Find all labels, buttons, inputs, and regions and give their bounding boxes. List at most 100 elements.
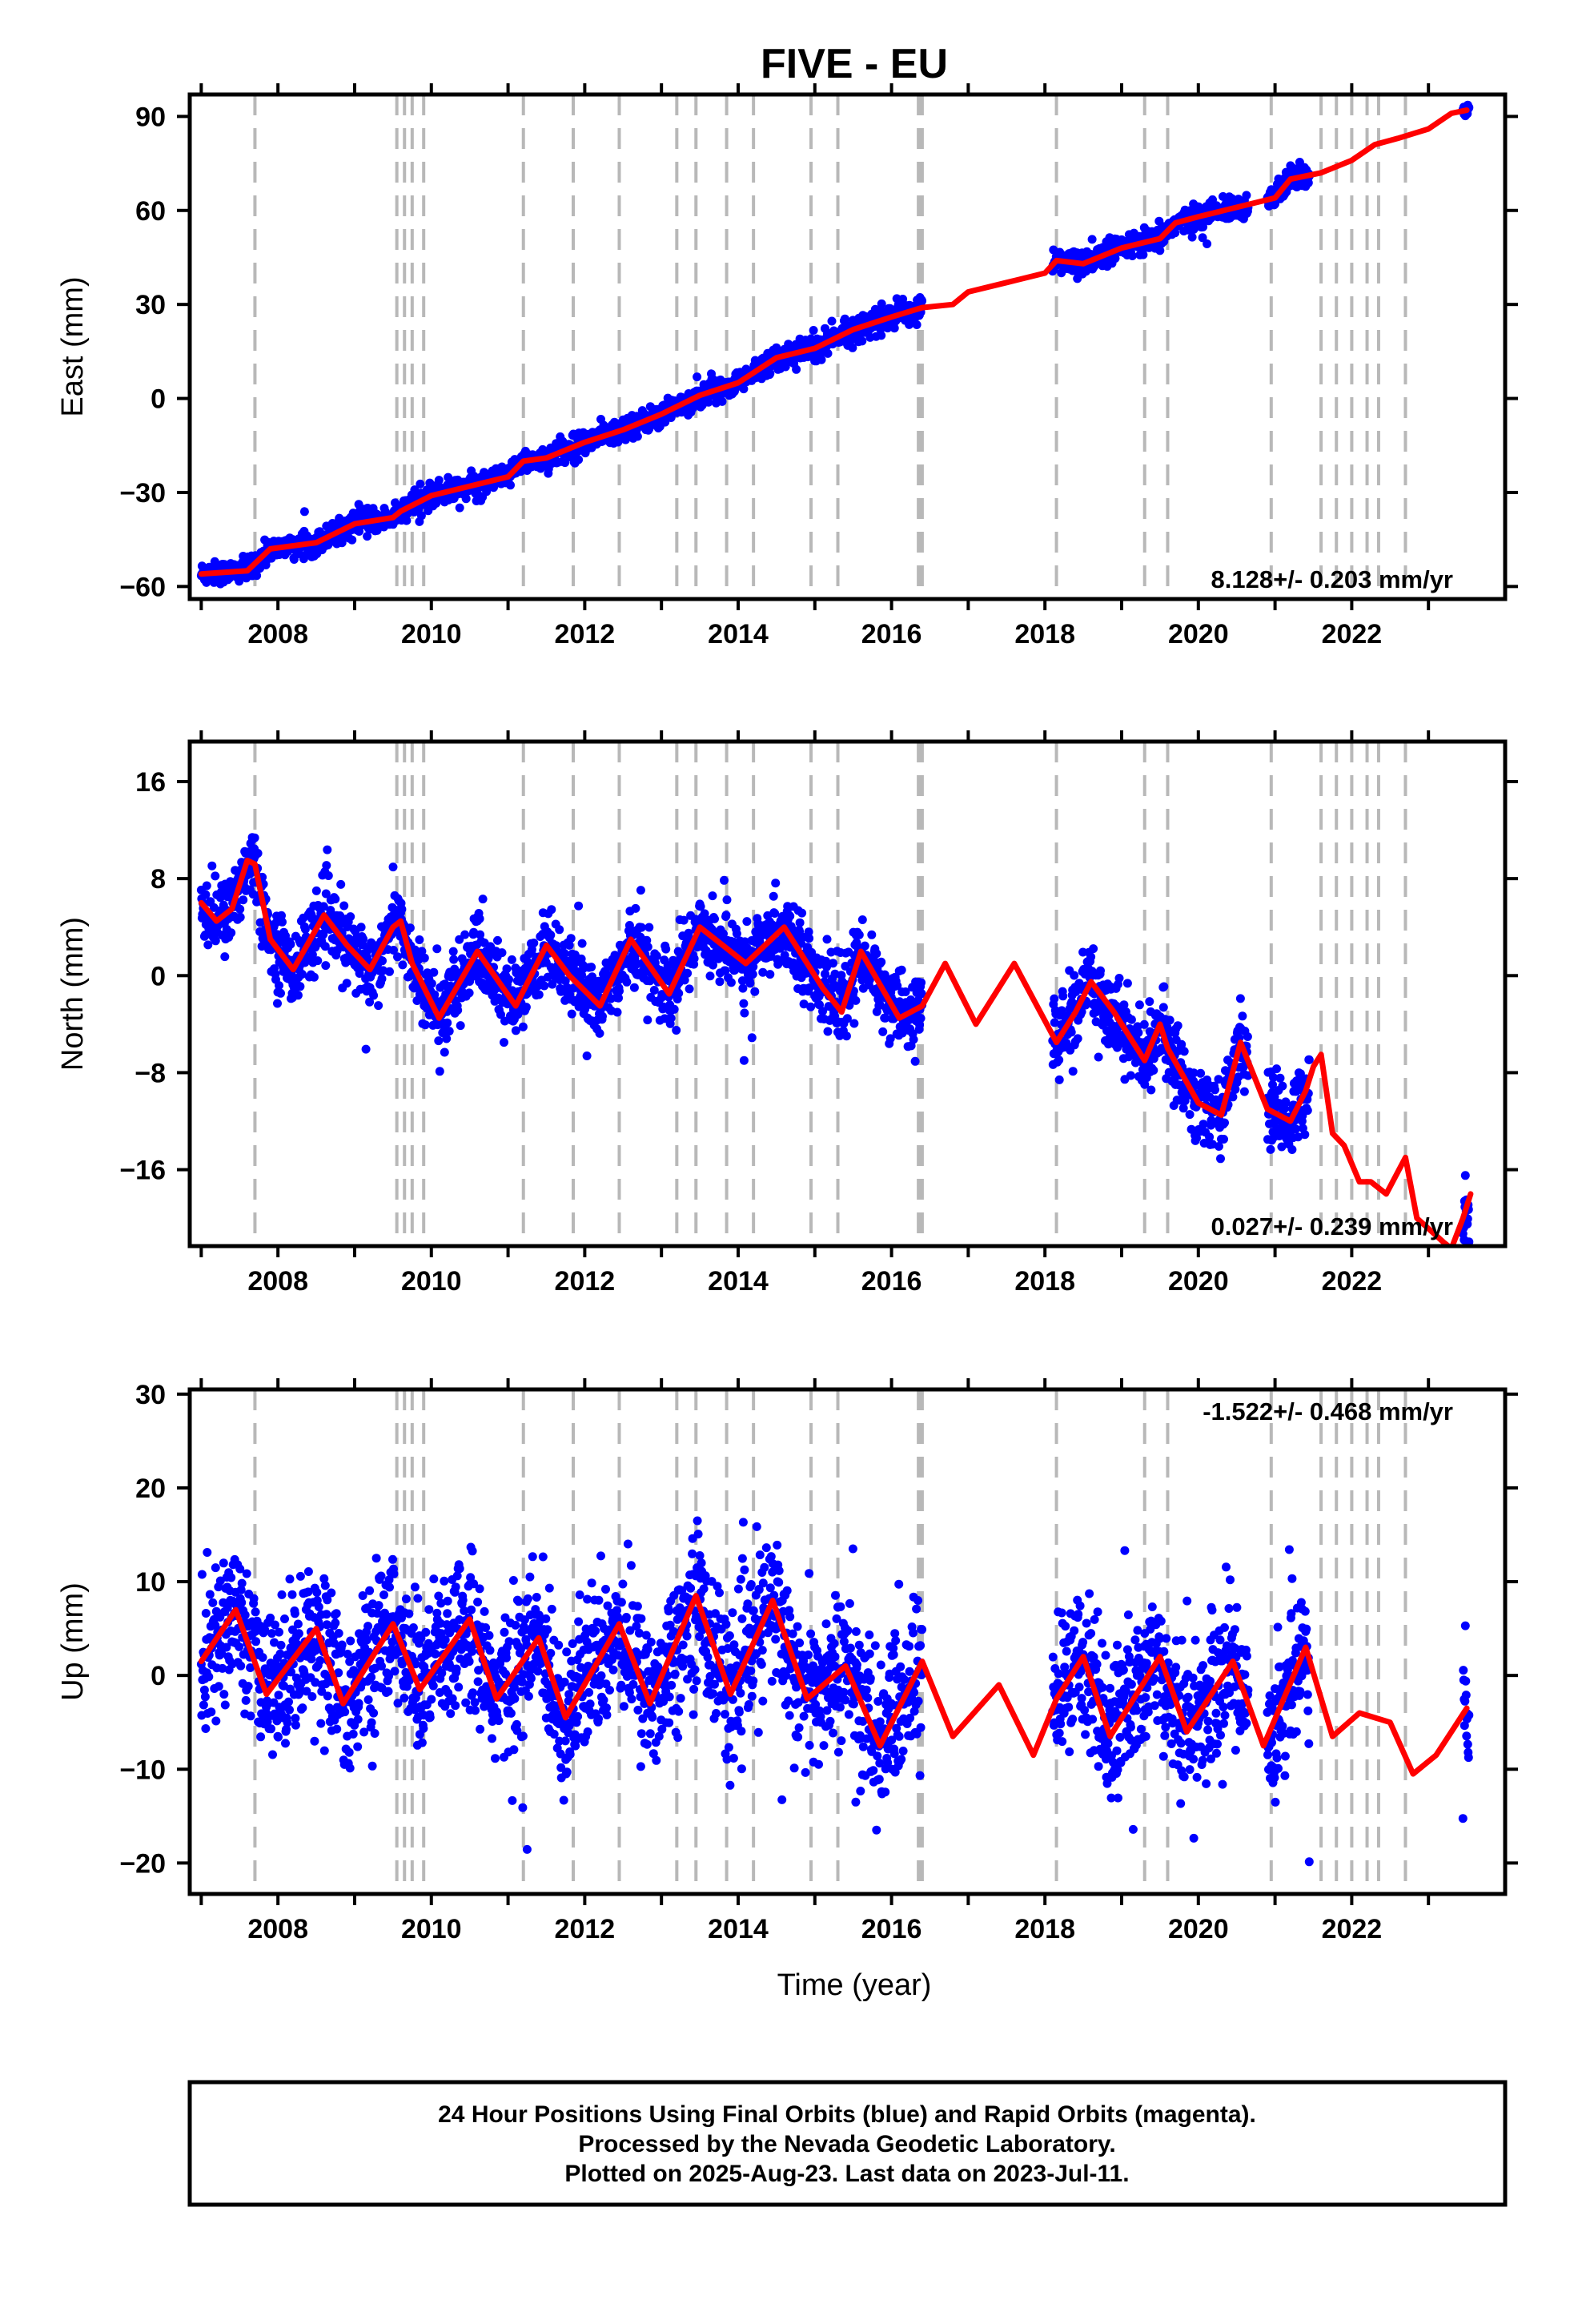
data-point [822,962,831,971]
data-point [898,295,908,304]
data-point [420,1020,430,1030]
data-point [881,1013,890,1023]
data-point [1050,1018,1059,1027]
data-point [455,503,464,513]
data-point [448,947,458,956]
data-point [742,917,752,927]
data-point [909,1035,918,1044]
data-point [661,944,671,954]
data-point [669,1004,679,1014]
data-point [770,909,780,918]
data-point [444,1027,454,1036]
data-point [740,1008,749,1018]
data-point [1179,1047,1189,1056]
data-point [631,903,640,913]
data-point [1192,1133,1202,1143]
data-point [1145,997,1154,1007]
data-point [806,1002,816,1011]
data-point [1187,232,1197,242]
data-point [797,908,807,918]
data-point [361,1044,371,1054]
data-point [560,458,570,468]
data-point [771,879,781,888]
data-point [636,886,645,895]
data-point [323,871,333,880]
data-point [829,959,837,968]
data-point [737,976,747,986]
data-point [507,955,516,964]
data-point [1127,251,1137,260]
data-point [200,930,210,939]
data-point [721,911,731,920]
data-point [1242,191,1251,200]
data-point [434,476,444,485]
data-point [339,901,349,911]
data-point [1304,1055,1314,1064]
data-point [1239,1087,1249,1096]
data-point [555,925,564,935]
data-point [636,923,646,932]
data-point [1215,1142,1223,1151]
data-point [275,981,283,991]
data-point [644,923,654,932]
data-point [1281,1097,1291,1107]
data-point [534,990,544,999]
data-point [336,879,346,889]
data-point [547,905,556,915]
data-point [566,934,576,943]
data-point [389,946,398,955]
data-point [1104,1039,1113,1049]
data-point [574,901,584,911]
data-point [595,1028,604,1038]
data-point [1464,1237,1474,1246]
data-point [564,940,574,950]
data-point [211,871,220,881]
data-point [897,965,906,975]
data-point [769,891,778,901]
data-point [460,930,470,939]
data-point [823,1027,833,1036]
data-point [750,987,760,996]
data-point [405,923,415,933]
data-point [726,978,736,987]
data-point [416,511,426,521]
data-point [804,927,813,937]
data-point [1089,944,1098,954]
data-point [1159,982,1169,991]
data-point [827,316,837,326]
data-point [748,970,757,979]
data-point [818,1007,827,1016]
data-points [196,833,1474,1246]
data-point [1300,1130,1310,1140]
data-point [1170,228,1180,238]
data-point [785,911,795,921]
data-point [912,320,921,329]
data-point [450,964,460,974]
data-point [885,1034,895,1043]
data-point [504,975,513,984]
data-point [560,976,570,986]
data-point [440,1047,449,1057]
data-point [700,909,709,919]
data-point [717,396,727,406]
data-point [374,1001,383,1011]
data-point [917,296,927,306]
data-point [722,895,732,905]
y-tick-label: 30 [135,290,166,320]
data-point [1119,1000,1129,1010]
data-point [1058,991,1068,1001]
data-point [278,917,287,927]
data-point [1238,1011,1247,1021]
y-tick-label: 8 [151,864,166,895]
data-point [1216,1154,1225,1164]
data-point [822,935,832,944]
data-point [511,1026,520,1035]
data-point [1303,1106,1312,1116]
data-point [629,983,639,992]
data-point [415,935,424,944]
data-point [705,971,715,981]
data-point [765,368,775,378]
